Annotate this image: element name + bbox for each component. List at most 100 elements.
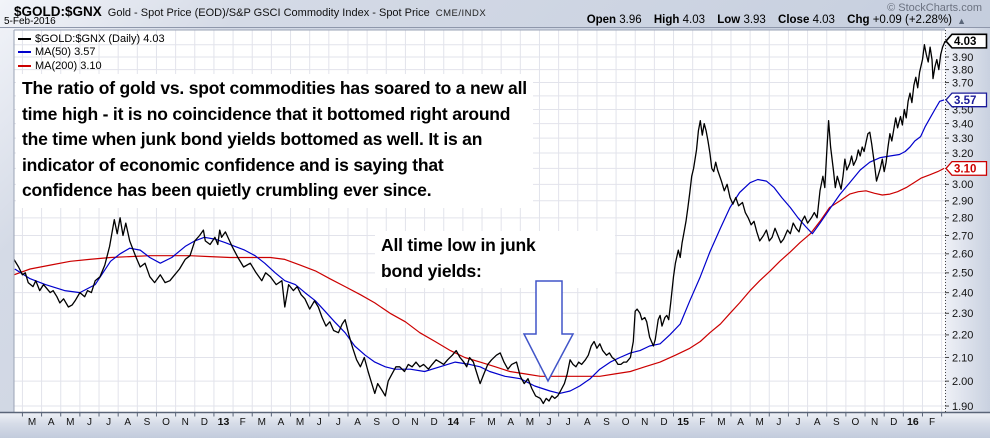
y-axis: 3.903.803.703.503.403.303.203.002.902.80… — [944, 33, 988, 413]
x-axis-label: A — [814, 417, 821, 428]
annotation-line: The ratio of gold vs. spot commodities h… — [22, 78, 527, 98]
y-axis-tag-label: 4.03 — [954, 36, 976, 48]
y-axis-label: 3.70 — [952, 77, 973, 89]
x-axis-label: M — [717, 417, 725, 428]
y-axis-value-tag: 3.57 — [945, 92, 988, 108]
x-axis-label: A — [737, 417, 744, 428]
x-axis-label: A — [124, 417, 131, 428]
annotation-line: the time when junk bond yields bottomed … — [22, 129, 483, 149]
annotation-line: time high - it is no coincidence that it… — [22, 103, 511, 124]
y-axis-label: 2.60 — [952, 249, 973, 261]
commentary-annotation: The ratio of gold vs. spot commodities h… — [16, 74, 533, 208]
x-axis-label: N — [641, 417, 648, 428]
ma200-line — [13, 167, 945, 377]
x-axis-label: M — [66, 417, 74, 428]
y-axis-strip — [945, 28, 990, 412]
x-axis-label: M — [756, 417, 764, 428]
open-label: Open — [586, 14, 617, 26]
y-axis-label: 2.50 — [952, 268, 973, 280]
x-axis-label: S — [603, 417, 610, 428]
chart-header: $GOLD:$GNX Gold - Spot Price (EOD)/S&P GS… — [14, 3, 984, 19]
y-axis-label: 3.90 — [952, 52, 973, 64]
x-axis-label: O — [162, 417, 170, 428]
x-axis-label: S — [144, 417, 151, 428]
header-separator — [0, 27, 990, 28]
ticker-description: Gold - Spot Price (EOD)/S&P GSCI Commodi… — [107, 7, 430, 19]
x-axis-label: O — [622, 417, 630, 428]
y-axis-label: 2.70 — [952, 230, 973, 242]
ohlc-quote-line: Open 3.96 High 4.03 Low 3.93 Close 4.03 … — [578, 14, 952, 26]
price-line-swatch-icon — [18, 37, 31, 40]
x-axis-label: N — [182, 417, 189, 428]
y-axis-value-tag: 3.10 — [945, 160, 988, 176]
legend-label: MA(200) 3.10 — [35, 59, 102, 72]
x-axis-label: J — [776, 417, 781, 428]
y-axis-label: 3.30 — [952, 133, 973, 145]
x-axis-label: F — [240, 417, 246, 428]
x-axis: M A M J J A S O N D 13 F M A M J J A S O N D 14 F M A M J J A S O N D 15 F M… — [21, 413, 943, 428]
x-axis-label: M — [487, 417, 495, 428]
legend-label: MA(50) 3.57 — [35, 46, 96, 59]
x-axis-label: M — [28, 417, 36, 428]
chart-legend: $GOLD:$GNX (Daily) 4.03 MA(50) 3.57 MA(2… — [18, 32, 165, 73]
x-axis-label: J — [547, 417, 552, 428]
legend-item-ma200[interactable]: MA(200) 3.10 — [18, 59, 165, 73]
copyright-link[interactable]: © StockCharts.com — [887, 2, 982, 14]
x-axis-label: D — [201, 417, 208, 428]
low-label: Low — [717, 14, 741, 26]
open-value: 3.96 — [619, 14, 642, 26]
x-axis-label: 14 — [447, 416, 459, 428]
annotation-line: indicator of economic confidence and is … — [22, 154, 444, 175]
plot-frame — [0, 29, 990, 414]
y-axis-label: 2.80 — [952, 213, 973, 225]
x-axis-label: 15 — [677, 416, 689, 428]
ma50-line-swatch-icon — [18, 51, 31, 54]
x-axis-label: F — [929, 417, 935, 428]
legend-item-price[interactable]: $GOLD:$GNX (Daily) 4.03 — [18, 32, 165, 46]
y-axis-label: 2.30 — [952, 308, 973, 320]
high-value: 4.03 — [682, 14, 706, 26]
y-axis-label: 3.80 — [952, 64, 973, 76]
annotation-line: All time low in junk — [381, 235, 536, 255]
x-axis-label: 13 — [218, 416, 230, 428]
y-axis-value-tag: 4.03 — [944, 33, 988, 49]
x-axis-label: D — [431, 417, 438, 428]
chg-value: +0.09 (+2.28%) — [872, 14, 952, 26]
ma200-line-swatch-icon — [18, 64, 31, 67]
x-axis-label: F — [469, 417, 475, 428]
legend-label: $GOLD:$GNX (Daily) 4.03 — [35, 32, 165, 45]
low-value: 3.93 — [743, 14, 766, 26]
annotation-line: confidence has been quietly crumbling ev… — [22, 180, 432, 200]
high-label: High — [653, 14, 680, 26]
x-axis-label: M — [296, 417, 304, 428]
price-line — [13, 40, 946, 405]
y-axis-label: 2.20 — [952, 330, 973, 342]
x-axis-label: S — [833, 417, 840, 428]
junk-bond-annotation: All time low in junk bond yields: — [375, 231, 615, 288]
ticker-symbol[interactable]: $GOLD:$GNX — [14, 4, 102, 19]
ma50-line — [14, 99, 945, 394]
x-axis-label: A — [584, 417, 591, 428]
x-axis-label: J — [796, 417, 801, 428]
x-axis-label: M — [258, 417, 266, 428]
x-axis-label: A — [278, 417, 285, 428]
y-axis-tag-label: 3.57 — [954, 95, 976, 107]
chart-date: 5-Feb-2016 — [4, 16, 56, 27]
x-axis-label: O — [392, 417, 400, 428]
x-axis-label: N — [871, 417, 878, 428]
x-axis-label: A — [354, 417, 361, 428]
exchange-label: CME/INDX — [435, 8, 487, 19]
x-axis-label: N — [411, 417, 418, 428]
x-axis-label: J — [87, 417, 92, 428]
chg-label: Chg — [847, 14, 870, 26]
x-axis-label: J — [317, 417, 322, 428]
legend-item-ma50[interactable]: MA(50) 3.57 — [18, 46, 165, 60]
x-axis-label: S — [373, 417, 380, 428]
x-axis-label: O — [852, 417, 860, 428]
y-axis-label: 2.90 — [952, 196, 973, 208]
y-axis-label: 2.10 — [952, 352, 973, 364]
close-value: 4.03 — [812, 14, 835, 26]
x-axis-label: 16 — [907, 416, 919, 428]
y-axis-label: 3.00 — [952, 179, 973, 191]
